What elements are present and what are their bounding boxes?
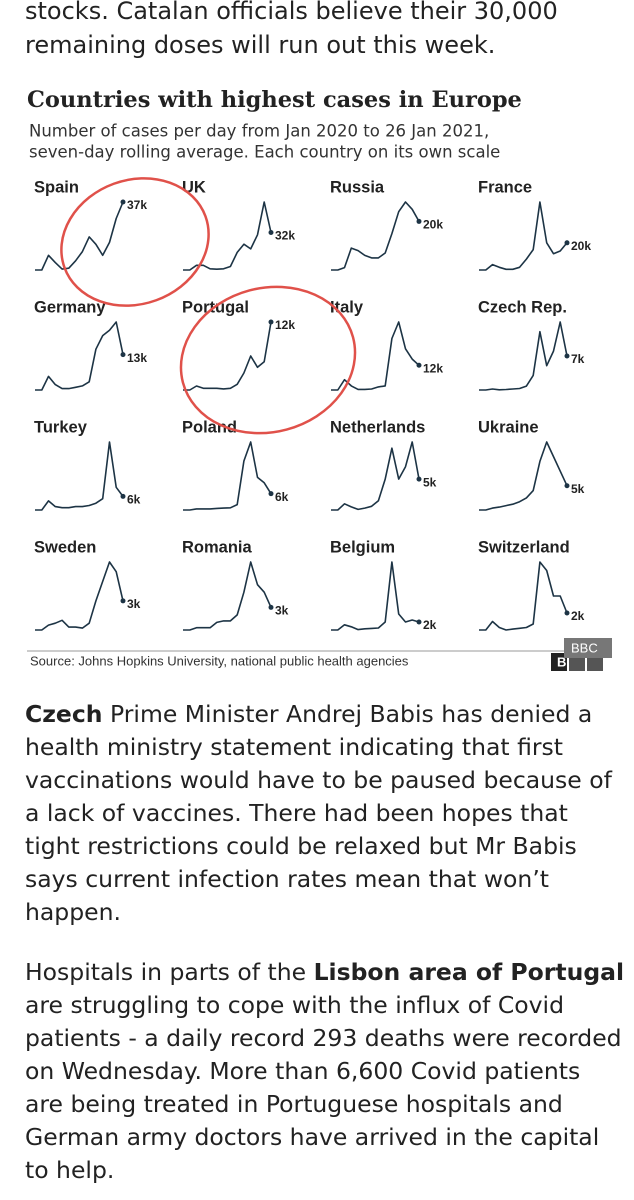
end-dot [268,604,274,610]
panel-name: France [478,178,532,196]
sparkline [479,321,568,391]
panel-name: Romania [182,538,253,556]
text: are struggling to cope with the influx o… [25,991,622,1184]
end-label: 7k [571,352,585,366]
end-label: 32k [275,229,295,243]
chart-subtitle: Number of cases per day from Jan 2020 to… [29,122,489,141]
annotation-circle [179,285,357,435]
sparkline [35,201,124,271]
panel-name: Sweden [34,538,96,556]
panel-name: Germany [34,298,106,316]
end-label: 6k [275,490,289,504]
sparkline [479,441,568,511]
end-dot [120,493,126,499]
end-dot [564,240,570,246]
end-label: 12k [423,361,443,375]
end-label: 3k [275,604,289,618]
sparkline [35,561,124,631]
sparkline [183,321,272,391]
chart-title: Countries with highest cases in Europe [27,87,522,113]
chart-subtitle: seven-day rolling average. Each country … [29,143,500,162]
panel-name: Poland [182,418,237,436]
intro-line: stocks. Catalan officials believe their … [25,0,558,25]
sparkline [479,561,568,631]
panel-name: Czech Rep. [478,298,567,316]
sparkline [183,201,272,271]
panel-name: Ukraine [478,418,539,436]
end-label: 37k [127,198,147,212]
logo-text: BBC [571,640,598,655]
panel-name: Spain [34,178,79,196]
end-dot [120,352,126,358]
end-dot [120,199,126,205]
panel-name: Russia [330,178,385,196]
end-label: 2k [423,618,437,632]
sparkline [35,441,124,511]
sparkline [479,201,568,271]
chart: Countries with highest cases in Europe N… [27,87,612,671]
end-label: 2k [571,609,585,623]
sparkline [331,321,420,391]
end-dot [564,483,570,489]
end-label: 6k [127,493,141,507]
sparkline [183,561,272,631]
end-label: 13k [127,351,147,365]
end-dot [416,362,422,368]
sparkline [331,561,420,631]
logo-text: B [557,654,566,669]
panels: Spain 37k UK 32k Russia 20k France 20k Germany 13… [34,178,591,632]
end-dot [416,619,422,625]
end-label: 20k [423,218,443,232]
end-label: 5k [571,482,585,496]
panel-name: Switzerland [478,538,570,556]
end-label: 12k [275,318,295,332]
intro-line: remaining doses will run out this week. [25,31,496,59]
paragraph: Czech Prime Minister Andrej Babis has de… [25,698,625,929]
text: Prime Minister Andrej Babis has denied a… [25,700,612,926]
bold-text: Lisbon area of Portugal [313,958,625,986]
sparkline [35,321,124,391]
text: Hospitals in parts of the [25,958,314,986]
end-dot [120,598,126,604]
end-label: 20k [571,239,591,253]
paragraph: Hospitals in parts of the Lisbon area of… [25,956,625,1187]
sparkline [331,201,420,271]
sparkline [183,441,272,511]
end-dot [268,229,274,235]
end-dot [564,610,570,616]
end-label: 5k [423,475,437,489]
source: Source: Johns Hopkins University, nation… [30,653,409,668]
end-dot [268,491,274,497]
end-dot [564,353,570,359]
end-label: 3k [127,597,141,611]
end-dot [268,319,274,325]
end-dot [416,476,422,482]
panel-name: Netherlands [330,418,425,436]
end-dot [416,218,422,224]
annotation-circle [60,177,210,307]
panel-name: Belgium [330,538,395,556]
sparkline [331,441,420,511]
bold-text: Czech [25,700,103,728]
bbc-logo: B BBC [551,638,612,671]
panel-name: UK [182,178,206,196]
panel-name: Turkey [34,418,88,436]
